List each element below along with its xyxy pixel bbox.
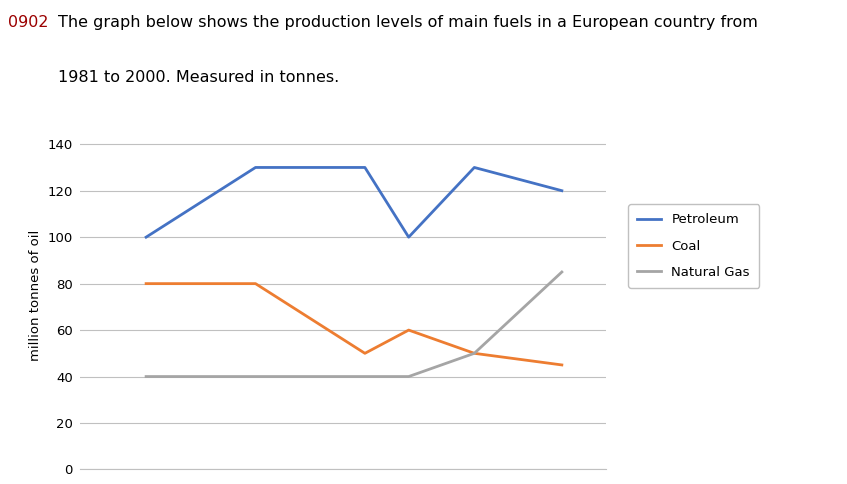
- Y-axis label: million tonnes of oil: million tonnes of oil: [29, 229, 42, 361]
- Legend: Petroleum, Coal, Natural Gas: Petroleum, Coal, Natural Gas: [628, 204, 759, 288]
- Text: The graph below shows the production levels of main fuels in a European country : The graph below shows the production lev…: [58, 15, 757, 30]
- Text: 0902: 0902: [8, 15, 49, 30]
- Text: 1981 to 2000. Measured in tonnes.: 1981 to 2000. Measured in tonnes.: [58, 70, 339, 85]
